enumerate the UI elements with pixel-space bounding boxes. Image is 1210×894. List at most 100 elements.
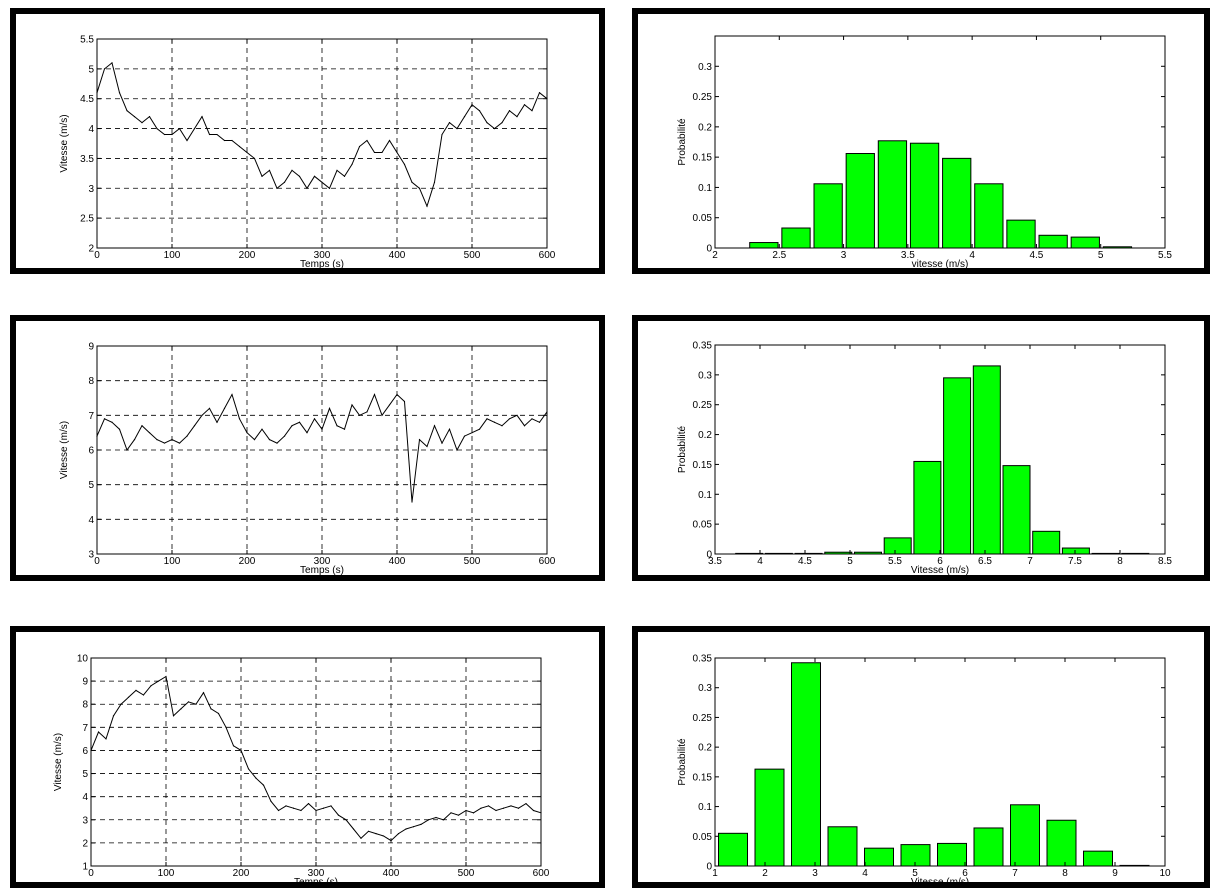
histogram-bar	[791, 662, 821, 867]
data-point	[306, 432, 308, 434]
histogram-bar	[1038, 234, 1068, 249]
x-tick-label: 200	[239, 250, 256, 261]
data-point	[276, 187, 278, 189]
y-axis-label: Probabilité	[677, 118, 688, 166]
chart-panel-4: 3.5 4 4.5 5 5.5 6 6.5 7 7.5 8 8.5 0 0.05 0.1 0.15 0.2 0.…	[632, 315, 1210, 581]
data-point	[396, 393, 398, 396]
data-point	[208, 133, 211, 136]
data-point	[373, 393, 376, 396]
data-point	[141, 425, 143, 427]
y-axis-label: Vitesse (m/s)	[59, 114, 70, 172]
x-tick-label: 300	[308, 868, 325, 879]
x-tick-label: 100	[158, 868, 175, 879]
data-point	[291, 425, 293, 427]
x-tick-label: 8	[1117, 556, 1123, 567]
data-point	[381, 151, 383, 154]
data-point	[217, 712, 220, 715]
y-tick-label: 8	[88, 376, 94, 387]
data-point	[411, 181, 413, 183]
y-tick-label: 5	[88, 64, 94, 75]
y-tick-label: 7	[82, 723, 88, 734]
y-tick-label: 10	[77, 654, 89, 665]
y-tick-label: 2.5	[80, 214, 94, 225]
x-tick-label: 8	[1062, 868, 1068, 879]
data-point	[105, 738, 107, 740]
data-point	[163, 133, 166, 136]
chart-panel-2: 2 2.5 3 3.5 4 4.5 5 5.5 0 0.05 0.1 0.15 0.2 0.25 0.3 vi…	[632, 8, 1210, 274]
x-tick-label: 500	[464, 250, 481, 261]
histogram-bar	[943, 377, 972, 555]
data-point	[360, 837, 362, 839]
y-tick-label: 0.35	[693, 654, 713, 665]
histogram-bar	[1070, 236, 1100, 249]
data-point	[457, 814, 460, 816]
data-point	[367, 830, 370, 832]
x-tick-label: 400	[389, 250, 406, 261]
data-point	[285, 805, 287, 807]
x-axis-label: Vitesse (m/s)	[911, 877, 969, 888]
histogram-bar	[909, 142, 940, 249]
data-point	[463, 435, 466, 437]
data-point	[390, 839, 392, 842]
data-point	[426, 445, 428, 448]
data-point	[163, 442, 166, 444]
histogram-bar	[937, 842, 967, 867]
data-point	[435, 816, 437, 819]
data-point	[231, 139, 233, 142]
y-tick-label: 0.2	[698, 743, 712, 754]
data-point	[306, 187, 308, 189]
x-tick-label: 100	[164, 250, 181, 261]
y-tick-label: 5	[88, 480, 94, 491]
y-tick-label: 0.25	[693, 713, 713, 724]
data-point	[141, 122, 143, 124]
x-axis-label: Temps (s)	[300, 565, 344, 576]
y-tick-label: 6	[82, 746, 88, 757]
data-point	[493, 421, 496, 423]
histogram-bar	[781, 227, 811, 249]
chart-panel-6: 1 2 3 4 5 6 7 8 9 10 0 0.05 0.1 0.15 0.2 0.25 0.3 0.35 Vit…	[632, 626, 1210, 888]
data-point	[516, 414, 518, 416]
data-point	[240, 749, 242, 752]
x-tick-label: 0	[94, 556, 100, 567]
y-tick-label: 4	[88, 515, 94, 526]
data-point	[120, 703, 122, 705]
chart-svg: 0 100 200 300 400 500 600 2 2.5 3 3.5 4 4.5 5 5.5 Temps…	[59, 35, 556, 271]
data-point	[343, 428, 346, 430]
data-point	[328, 187, 331, 189]
x-tick-label: 4	[969, 250, 975, 261]
data-point	[382, 835, 385, 837]
data-point	[133, 116, 136, 118]
data-point	[261, 175, 263, 177]
data-point	[517, 807, 520, 809]
y-axis-label: Probabilité	[677, 738, 688, 786]
histogram-bar	[1002, 465, 1031, 555]
data-point	[208, 407, 211, 409]
x-tick-label: 2.5	[772, 250, 786, 261]
x-tick-label: 600	[533, 868, 550, 879]
data-point	[298, 175, 301, 177]
data-point	[255, 777, 257, 779]
histogram-bar	[813, 183, 843, 249]
y-tick-label: 3	[82, 815, 88, 826]
data-point	[381, 414, 383, 416]
data-point	[426, 205, 428, 207]
data-point	[448, 122, 451, 124]
x-tick-label: 4.5	[798, 556, 812, 567]
y-tick-label: 9	[88, 342, 94, 353]
data-point	[510, 805, 512, 807]
y-tick-label: 0.25	[693, 400, 713, 411]
y-tick-label: 0.3	[698, 62, 712, 73]
data-point	[486, 122, 488, 124]
y-tick-label: 5.5	[80, 35, 94, 46]
x-axis-label: Temps (s)	[294, 877, 338, 888]
y-tick-label: 3	[88, 550, 94, 561]
x-tick-label: 0	[88, 868, 94, 879]
data-point	[403, 400, 406, 403]
data-point	[292, 807, 295, 809]
data-point	[298, 421, 301, 423]
histogram-bar	[1006, 219, 1036, 249]
x-tick-label: 5	[847, 556, 853, 567]
data-point	[126, 449, 128, 451]
histogram-bar	[864, 847, 894, 867]
data-point	[171, 439, 173, 441]
